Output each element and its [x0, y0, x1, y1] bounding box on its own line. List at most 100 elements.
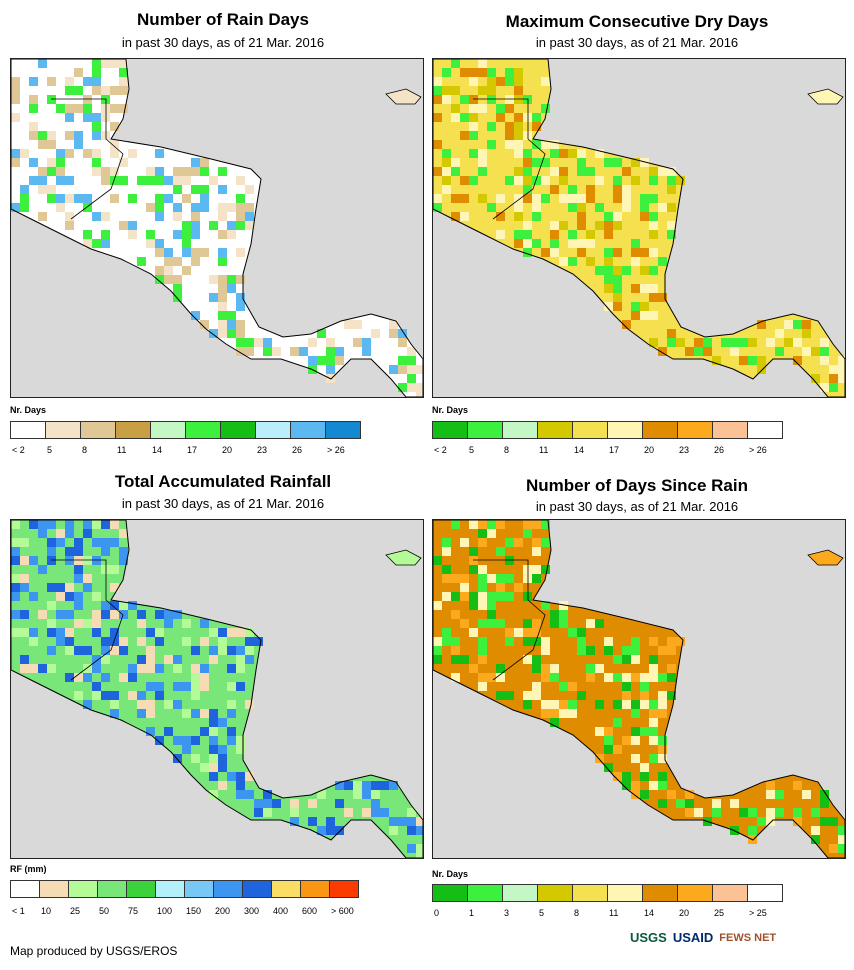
- grid-cell: [119, 673, 128, 682]
- grid-cell: [344, 781, 353, 790]
- grid-cell: [182, 266, 191, 275]
- grid-cell: [559, 257, 568, 266]
- legend-swatch: [243, 881, 272, 897]
- grid-cell: [649, 221, 658, 230]
- grid-cell: [83, 104, 92, 113]
- grid-cell: [101, 610, 110, 619]
- grid-cell: [164, 619, 173, 628]
- grid-cell: [532, 547, 541, 556]
- grid-cell: [155, 691, 164, 700]
- grid-cell: [667, 221, 676, 230]
- legend-swatch: [116, 422, 151, 438]
- grid-cell: [92, 131, 101, 140]
- grid-cell: [209, 293, 218, 302]
- grid-cell: [218, 284, 227, 293]
- grid-cell: [622, 700, 631, 709]
- grid-cell: [218, 329, 227, 338]
- grid-cell: [245, 655, 254, 664]
- grid-cell: [505, 628, 514, 637]
- grid-cell: [20, 610, 29, 619]
- grid-cell: [793, 817, 802, 826]
- legend-swatch: [185, 881, 214, 897]
- grid-cell: [505, 592, 514, 601]
- grid-cell: [793, 338, 802, 347]
- legend-swatch: [468, 422, 503, 438]
- grid-cell: [11, 547, 20, 556]
- grid-cell: [29, 104, 38, 113]
- grid-cell: [649, 194, 658, 203]
- grid-cell: [389, 320, 398, 329]
- grid-cell: [496, 691, 505, 700]
- grid-cell: [667, 176, 676, 185]
- grid-cell: [56, 610, 65, 619]
- grid-cell: [236, 302, 245, 311]
- grid-cell: [254, 808, 263, 817]
- grid-cell: [658, 700, 667, 709]
- grid-cell: [640, 248, 649, 257]
- grid-cell: [487, 68, 496, 77]
- grid-cell: [245, 646, 254, 655]
- grid-cell: [433, 194, 442, 203]
- grid-cell: [433, 655, 442, 664]
- grid-cell: [649, 293, 658, 302]
- grid-cell: [110, 691, 119, 700]
- grid-cell: [568, 700, 577, 709]
- grid-cell: [604, 230, 613, 239]
- grid-cell: [451, 520, 460, 529]
- grid-cell: [218, 646, 227, 655]
- grid-cell: [505, 131, 514, 140]
- grid-cell: [559, 700, 568, 709]
- grid-cell: [559, 601, 568, 610]
- legend-tick-label: 17: [609, 445, 620, 455]
- grid-cell: [748, 808, 757, 817]
- grid-cell: [236, 790, 245, 799]
- grid-cell: [11, 203, 20, 212]
- legend-swatch: [573, 885, 608, 901]
- legend-swatch: [503, 885, 538, 901]
- grid-cell: [209, 655, 218, 664]
- grid-cell: [640, 673, 649, 682]
- grid-cell: [389, 826, 398, 835]
- grid-cell: [38, 167, 47, 176]
- grid-cell: [496, 619, 505, 628]
- legend-tick-label: 10: [41, 906, 52, 916]
- grid-cell: [649, 700, 658, 709]
- grid-cell: [308, 338, 317, 347]
- grid-cell: [173, 176, 182, 185]
- grid-cell: [137, 700, 146, 709]
- grid-cell: [532, 538, 541, 547]
- grid-cell: [47, 167, 56, 176]
- grid-cell: [775, 329, 784, 338]
- grid-cell: [613, 194, 622, 203]
- grid-cell: [469, 68, 478, 77]
- grid-cell: [200, 167, 209, 176]
- grid-cell: [101, 86, 110, 95]
- grid-cell: [595, 754, 604, 763]
- grid-cell: [218, 167, 227, 176]
- grid-cell: [523, 176, 532, 185]
- grid-cell: [613, 655, 622, 664]
- legend-swatch: [221, 422, 256, 438]
- grid-cell: [47, 520, 56, 529]
- grid-cell: [622, 655, 631, 664]
- grid-cell: [550, 167, 559, 176]
- grid-cell: [47, 538, 56, 547]
- grid-cell: [478, 646, 487, 655]
- grid-cell: [478, 104, 487, 113]
- grid-cell: [622, 194, 631, 203]
- grid-cell: [595, 727, 604, 736]
- grid-cell: [586, 230, 595, 239]
- grid-cell: [451, 113, 460, 122]
- grid-cell: [811, 826, 820, 835]
- legend-tick-label: 23: [257, 445, 268, 455]
- grid-cell: [164, 248, 173, 257]
- grid-cell: [326, 356, 335, 365]
- grid-cell: [200, 664, 209, 673]
- panel-subtitle: in past 30 days, as of 21 Mar. 2016: [121, 35, 325, 50]
- grid-cell: [829, 844, 838, 853]
- grid-cell: [128, 673, 137, 682]
- grid-cell: [137, 664, 146, 673]
- grid-cell: [110, 538, 119, 547]
- legend-swatch: [326, 422, 360, 438]
- grid-cell: [56, 158, 65, 167]
